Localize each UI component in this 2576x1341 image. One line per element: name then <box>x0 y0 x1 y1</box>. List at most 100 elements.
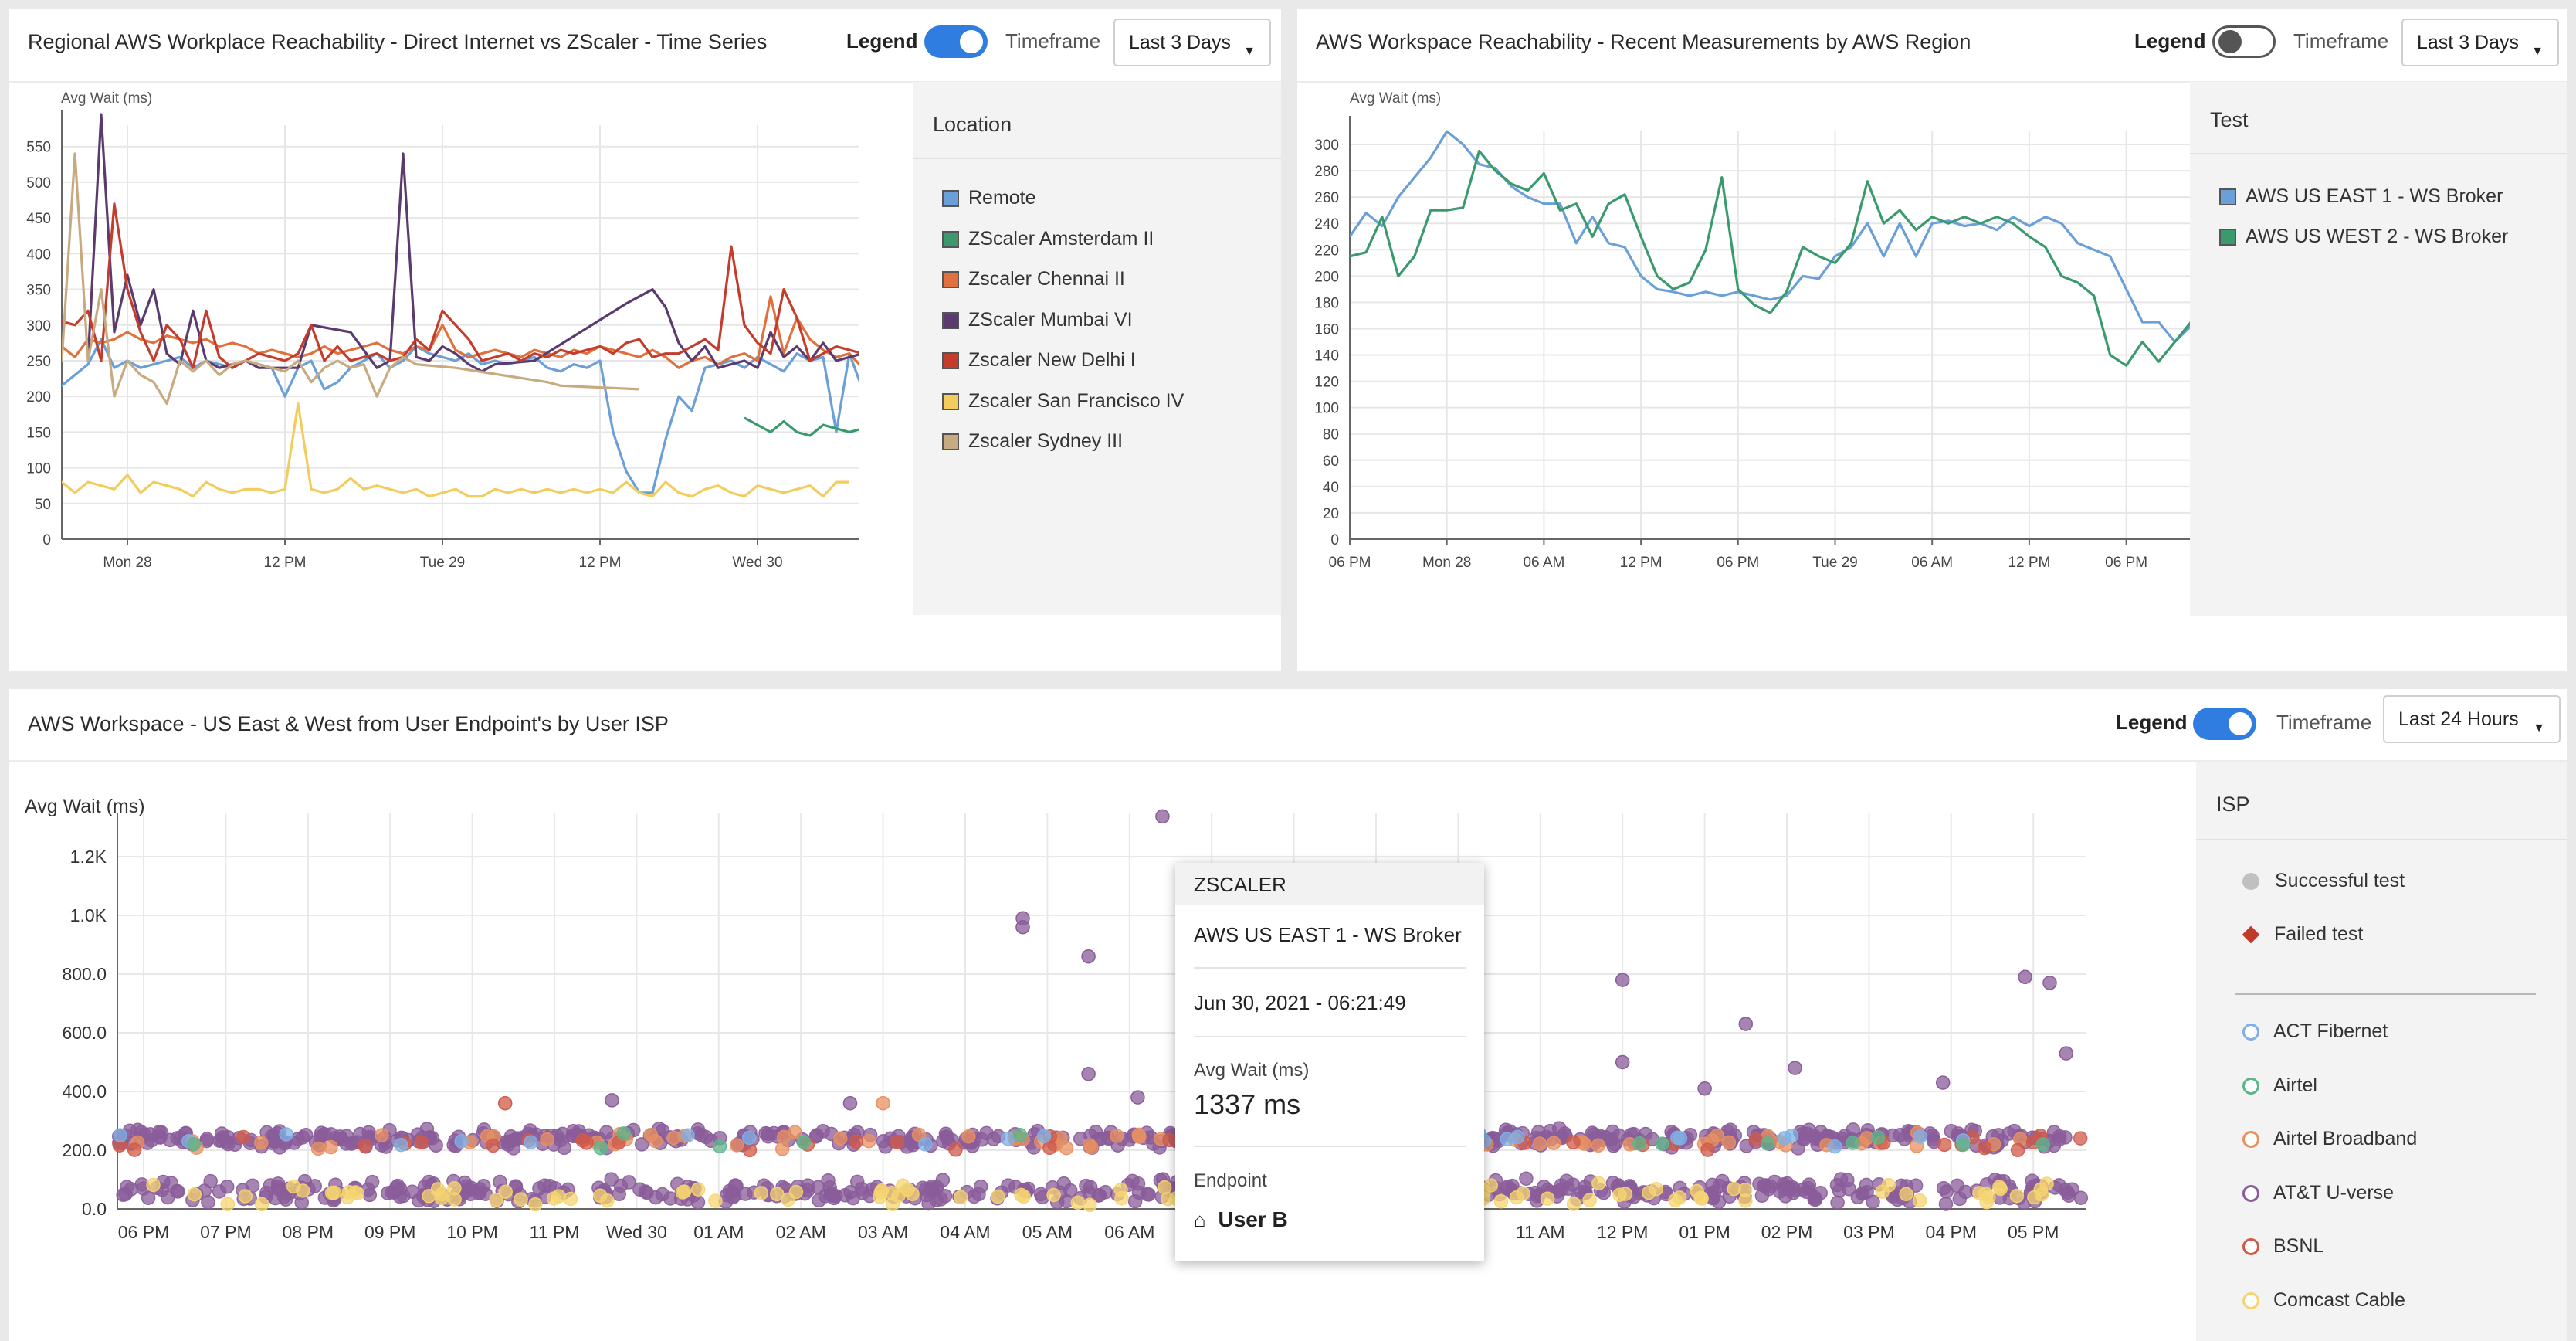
scatter-point[interactable] <box>929 1181 944 1197</box>
scatter-point[interactable] <box>340 1190 355 1205</box>
scatter-point[interactable] <box>254 1197 269 1212</box>
scatter-point[interactable] <box>832 1131 848 1146</box>
scatter-point[interactable] <box>203 1173 218 1189</box>
scatter-point[interactable] <box>2059 1046 2074 1061</box>
scatter-point[interactable] <box>1955 1137 1971 1153</box>
scatter-point[interactable] <box>770 1187 785 1202</box>
status-legend-item[interactable]: Failed test <box>2242 923 2363 945</box>
scatter-point[interactable] <box>861 1133 876 1149</box>
scatter-point[interactable] <box>708 1193 723 1208</box>
series-line[interactable] <box>744 416 876 437</box>
scatter-point[interactable] <box>120 1180 134 1194</box>
series-line[interactable] <box>86 113 863 373</box>
scatter-point[interactable] <box>298 1127 314 1142</box>
scatter-point[interactable] <box>1012 1128 1028 1142</box>
scatter-point[interactable] <box>339 1136 354 1151</box>
scatter-point[interactable] <box>1001 1132 1015 1146</box>
scatter-point[interactable] <box>809 1128 825 1142</box>
scatter-point[interactable] <box>422 1189 436 1204</box>
scatter-point[interactable] <box>690 1182 706 1197</box>
scatter-point[interactable] <box>1551 1184 1565 1199</box>
scatter-point[interactable] <box>1846 1136 1860 1150</box>
scatter-point[interactable] <box>238 1189 253 1204</box>
scatter-point[interactable] <box>1737 1183 1753 1197</box>
scatter-point[interactable] <box>2009 1188 2025 1204</box>
scatter-point[interactable] <box>1046 1187 1061 1203</box>
scatter-point[interactable] <box>1799 1184 1814 1200</box>
scatter-point[interactable] <box>1612 1187 1627 1202</box>
scatter-point[interactable] <box>394 1137 408 1153</box>
scatter-point[interactable] <box>1760 1136 1775 1151</box>
scatter-point[interactable] <box>600 1193 615 1208</box>
scatter-point[interactable] <box>1070 1195 1086 1210</box>
scatter-point[interactable] <box>1559 1173 1574 1189</box>
scatter-point[interactable] <box>1632 1136 1647 1151</box>
series-line[interactable] <box>1350 149 2190 367</box>
scatter-point[interactable] <box>1710 1128 1724 1143</box>
scatter-point[interactable] <box>1913 1129 1928 1144</box>
scatter-point[interactable] <box>1693 1190 1708 1206</box>
scatter-point[interactable] <box>634 1137 649 1152</box>
scatter-point[interactable] <box>221 1136 236 1152</box>
series-line[interactable] <box>1350 130 2190 344</box>
scatter-point[interactable] <box>324 1139 338 1155</box>
isp-legend-item[interactable]: BSNL <box>2242 1235 2323 1258</box>
scatter-point[interactable] <box>551 1189 566 1204</box>
scatter-point[interactable] <box>1036 1129 1052 1144</box>
legend-item[interactable]: Zscaler Sydney III <box>942 430 1123 453</box>
scatter-point[interactable] <box>1160 1191 1175 1207</box>
series-line[interactable] <box>49 152 640 405</box>
scatter-point[interactable] <box>1748 1132 1764 1147</box>
scatter-point[interactable] <box>375 1128 389 1142</box>
scatter-point[interactable] <box>774 1142 790 1156</box>
series-line[interactable] <box>49 295 863 369</box>
timeframe-select[interactable]: Last 3 Days ▼ <box>1113 19 1271 66</box>
scatter-point[interactable] <box>362 1187 378 1203</box>
scatter-point[interactable] <box>1483 1178 1499 1193</box>
scatter-point[interactable] <box>1993 1181 2008 1197</box>
scatter-point[interactable] <box>1673 1131 1688 1146</box>
scatter-point[interactable] <box>164 1176 179 1190</box>
scatter-point[interactable] <box>1830 1195 1845 1210</box>
scatter-point[interactable] <box>593 1140 608 1156</box>
scatter-point[interactable] <box>1700 1142 1715 1157</box>
scatter-point[interactable] <box>1493 1193 1509 1209</box>
scatter-point[interactable] <box>1952 1191 1968 1207</box>
scatter-point[interactable] <box>1130 1176 1146 1191</box>
scatter-point[interactable] <box>842 1095 858 1111</box>
scatter-point[interactable] <box>1059 1140 1074 1156</box>
scatter-point[interactable] <box>953 1190 968 1205</box>
scatter-point[interactable] <box>663 1191 678 1206</box>
scatter-point[interactable] <box>144 1132 159 1148</box>
scatter-point[interactable] <box>961 1129 976 1144</box>
scatter-point[interactable] <box>220 1197 236 1212</box>
legend-item[interactable]: ZScaler Mumbai VI <box>942 309 1133 331</box>
scatter-point[interactable] <box>1978 1186 1993 1201</box>
scatter-point[interactable] <box>1130 1090 1145 1105</box>
scatter-point[interactable] <box>1098 1185 1113 1200</box>
scatter-point[interactable] <box>307 1179 322 1193</box>
scatter-point[interactable] <box>742 1142 758 1158</box>
scatter-point[interactable] <box>2033 1182 2049 1197</box>
legend-item[interactable]: Zscaler New Delhi I <box>942 349 1136 372</box>
scatter-point[interactable] <box>279 1127 293 1142</box>
legend-toggle[interactable] <box>2212 25 2276 58</box>
series-line[interactable] <box>49 202 863 369</box>
scatter-point[interactable] <box>310 1141 326 1156</box>
scatter-point[interactable] <box>1738 1017 1754 1031</box>
scatter-point[interactable] <box>498 1184 513 1199</box>
scatter-point[interactable] <box>1721 1135 1737 1150</box>
scatter-point[interactable] <box>1083 1197 1097 1213</box>
timeframe-select[interactable]: Last 24 Hours ▼ <box>2383 695 2561 743</box>
scatter-point[interactable] <box>1063 1183 1078 1198</box>
scatter-point[interactable] <box>622 1175 636 1190</box>
scatter-point[interactable] <box>1608 1136 1622 1152</box>
scatter-point[interactable] <box>1081 1066 1096 1081</box>
scatter-point[interactable] <box>1832 1183 1847 1198</box>
scatter-point[interactable] <box>918 1137 933 1152</box>
scatter-point[interactable] <box>500 1137 516 1152</box>
scatter-point[interactable] <box>1516 1186 1530 1201</box>
scatter-point[interactable] <box>486 1138 500 1153</box>
scatter-point[interactable] <box>2010 1142 2025 1158</box>
scatter-point[interactable] <box>948 1142 963 1157</box>
